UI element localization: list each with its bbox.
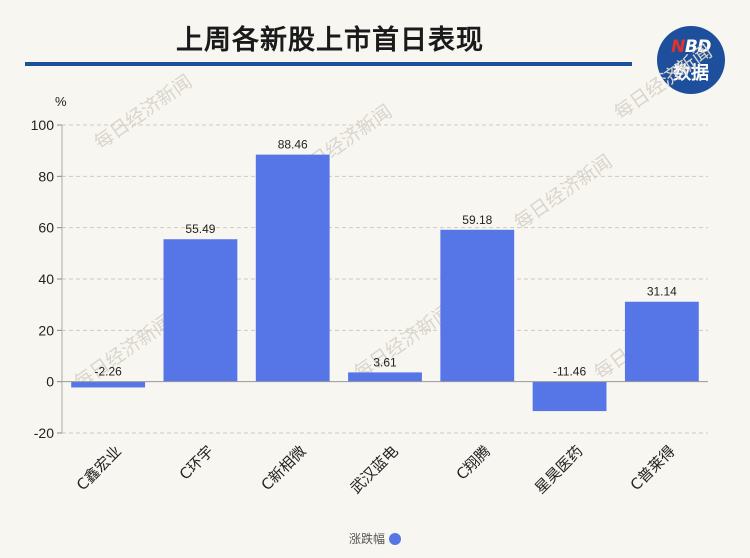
bar — [440, 229, 515, 382]
watermark-text: 每日经济新闻 — [350, 301, 456, 384]
legend-label: 涨跌幅 — [348, 532, 385, 546]
y-tick-label: -20 — [34, 425, 54, 441]
bars — [71, 154, 699, 412]
data-label: 55.49 — [185, 222, 215, 236]
chart-title: 上周各新股上市首日表现 — [176, 25, 484, 56]
y-tick-label: 40 — [38, 271, 54, 287]
bar — [348, 372, 422, 382]
y-tick-label: 80 — [38, 168, 54, 184]
title-rule — [25, 62, 632, 66]
x-tick-label: C鑫宏业 — [73, 442, 125, 494]
watermark-text: 每日经济新闻 — [610, 41, 716, 124]
bar — [255, 154, 330, 382]
data-label: 31.14 — [647, 285, 677, 299]
logo-text-top: NBD — [671, 37, 711, 57]
y-axis: -20 0 20 40 60 80 100% — [31, 94, 67, 441]
logo-text-bottom: 数据 — [673, 63, 709, 84]
y-tick-label: 60 — [38, 220, 54, 236]
data-labels: -2.26 55.49 88.46 3.61 59.18 -11.46 31.14 — [94, 138, 677, 379]
legend-swatch — [389, 533, 401, 545]
watermark-text: 每日经济新闻 — [90, 71, 196, 154]
bar — [624, 301, 699, 382]
y-tick-label: 100 — [31, 117, 55, 133]
bar — [163, 239, 238, 382]
data-label: 88.46 — [278, 138, 308, 152]
data-label: 3.61 — [373, 355, 397, 369]
x-tick-label: C新相微 — [258, 442, 310, 494]
data-label: -2.26 — [94, 365, 122, 379]
x-axis: C鑫宏业 C环宇 C新相微 武汉蓝电 C翔腾 星昊医药 C普莱得 — [62, 381, 708, 497]
x-tick-label: 星昊医药 — [531, 442, 586, 497]
y-axis-unit: % — [55, 94, 67, 109]
data-label: 59.18 — [462, 213, 492, 227]
bar — [71, 381, 146, 388]
legend[interactable]: 涨跌幅 — [0, 530, 750, 547]
watermark-text: 每日经济新闻 — [510, 151, 616, 234]
nbd-logo: NBD 数据 — [657, 26, 725, 94]
y-tick-label: 0 — [46, 374, 54, 390]
x-tick-label: C翔腾 — [453, 442, 494, 483]
x-tick-label: 武汉蓝电 — [347, 442, 402, 497]
x-tick-label: C普莱得 — [627, 442, 679, 494]
x-tick-label: C环宇 — [176, 442, 217, 483]
data-label: -11.46 — [553, 365, 586, 379]
y-tick-label: 20 — [38, 322, 54, 338]
bar — [532, 381, 607, 412]
